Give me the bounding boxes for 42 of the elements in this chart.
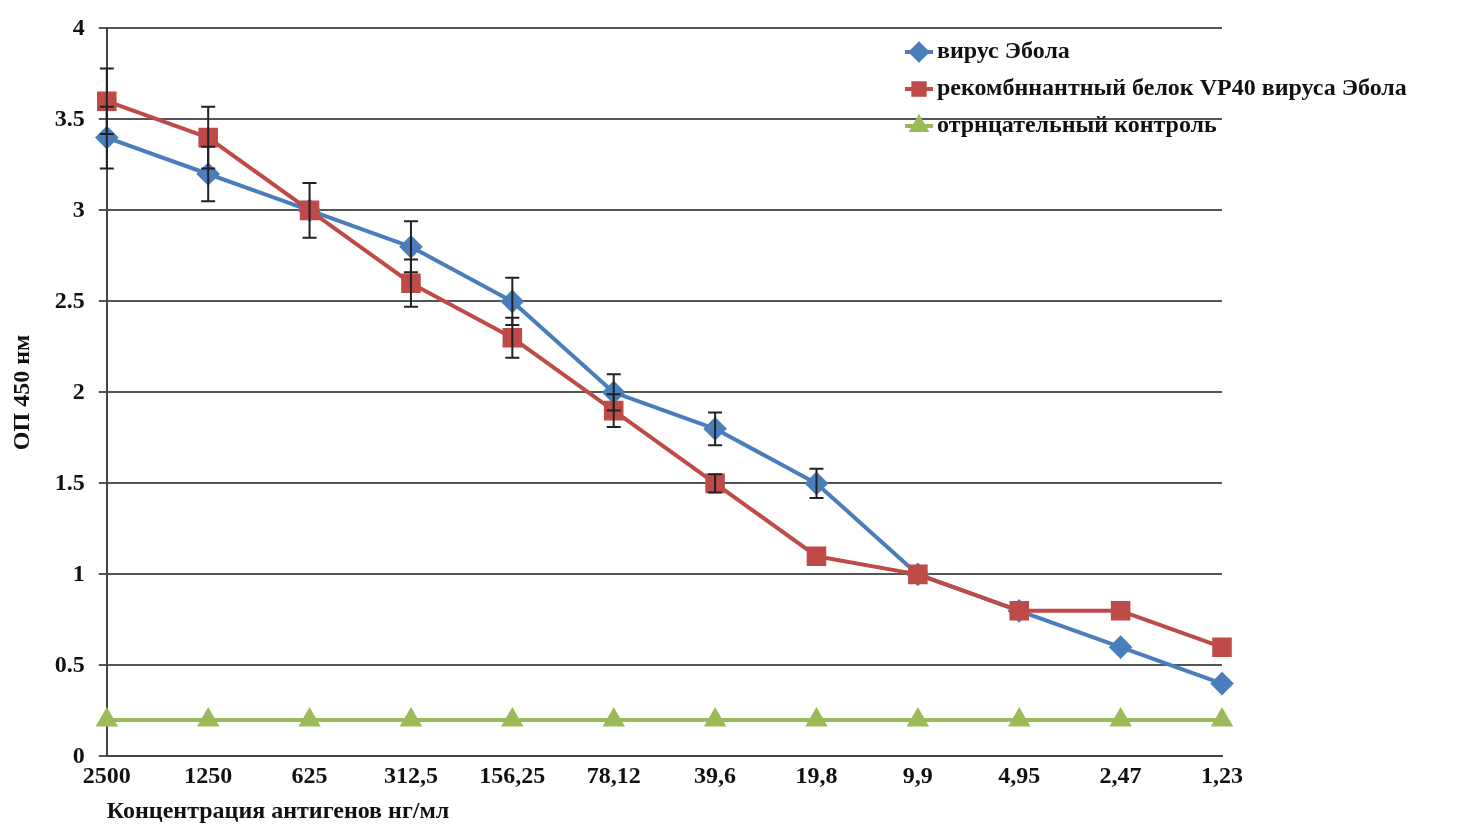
point: [1211, 672, 1233, 695]
legend-label: вирус Эбола: [937, 37, 1070, 64]
x-tick-label: 1,23: [1201, 762, 1243, 788]
point: [299, 709, 320, 727]
point: [1109, 636, 1132, 659]
point: [908, 709, 928, 727]
y-tick-label: 1.5: [54, 468, 85, 495]
point: [502, 709, 523, 727]
y-tick-label: 4: [72, 13, 85, 40]
x-tick-label: 2,47: [1099, 762, 1142, 788]
y-axis-title: ОП 450 нм: [7, 334, 34, 451]
point: [1212, 709, 1232, 727]
point: [806, 709, 827, 727]
x-tick-label: 2500: [82, 762, 131, 788]
point: [1212, 637, 1232, 657]
point: [806, 546, 827, 566]
y-tick-label: 3.5: [54, 104, 85, 131]
y-tick-label: 1: [72, 559, 85, 586]
y-tick-label: 2.5: [54, 286, 85, 313]
x-tick-label: 1250: [184, 762, 233, 788]
x-tick-label: 156,25: [479, 762, 546, 788]
x-tick-label: 9,9: [902, 762, 933, 788]
x-tick-label: 19,8: [795, 762, 838, 788]
point: [1110, 709, 1131, 727]
point: [97, 709, 117, 727]
point: [1009, 709, 1030, 727]
x-tick-label: 312,5: [383, 762, 438, 788]
point: [705, 709, 725, 727]
y-tick-label: 2: [72, 377, 85, 404]
y-tick-label: 0.5: [54, 650, 85, 677]
point: [603, 709, 624, 727]
point: [401, 709, 421, 727]
x-tick-label: 4,95: [998, 762, 1041, 788]
x-axis-title: Концентрация антигенов нг/мл: [106, 796, 450, 823]
y-tick-label: 3: [72, 195, 85, 222]
point: [198, 709, 218, 727]
legend-label: рекомбннантный белок VP40 вируса Эбола: [937, 74, 1407, 101]
point: [1110, 601, 1131, 621]
x-tick-label: 625: [291, 762, 328, 788]
y-tick-label: 0: [72, 741, 85, 768]
x-tick-label: 78,12: [586, 762, 641, 788]
x-tick-label: 39,6: [694, 762, 737, 788]
